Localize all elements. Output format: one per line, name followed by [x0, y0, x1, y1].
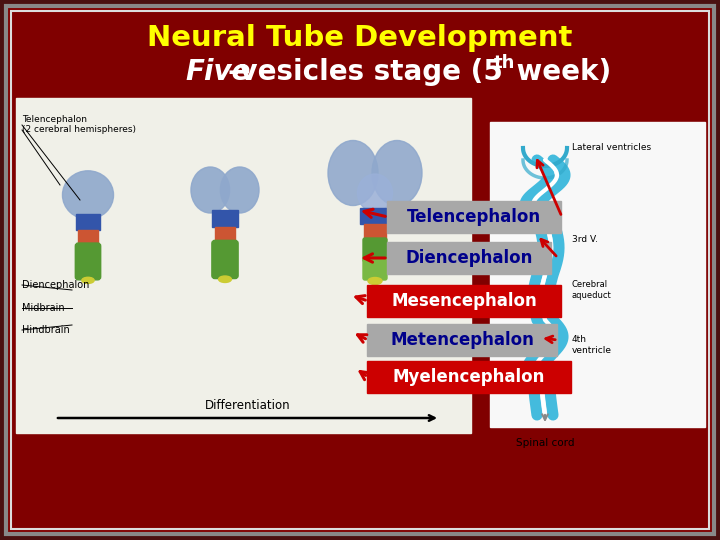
Text: th: th: [494, 54, 516, 72]
Text: Lateral ventricles: Lateral ventricles: [572, 144, 651, 152]
Text: Differentiation: Differentiation: [205, 399, 291, 412]
Bar: [78, 230, 98, 246]
FancyBboxPatch shape: [387, 201, 561, 233]
Ellipse shape: [219, 276, 231, 282]
FancyBboxPatch shape: [363, 238, 387, 262]
Bar: [360, 208, 390, 224]
Text: Diencephalon: Diencephalon: [405, 249, 533, 267]
Bar: [490, 122, 705, 427]
Bar: [16, 98, 471, 433]
FancyBboxPatch shape: [367, 285, 561, 317]
Text: Telencephalon
(2 cerebral hemispheres): Telencephalon (2 cerebral hemispheres): [22, 115, 136, 134]
Text: Telencephalon: Telencephalon: [407, 208, 541, 226]
FancyBboxPatch shape: [212, 240, 238, 279]
Ellipse shape: [82, 277, 94, 284]
Ellipse shape: [63, 171, 114, 219]
Text: Hindbrain: Hindbrain: [22, 325, 70, 335]
Ellipse shape: [372, 140, 422, 206]
Text: -vesicles stage (5: -vesicles stage (5: [228, 58, 503, 86]
FancyBboxPatch shape: [76, 243, 101, 280]
Ellipse shape: [368, 278, 382, 285]
Bar: [212, 210, 238, 227]
Text: Spinal cord: Spinal cord: [516, 438, 575, 448]
Text: week): week): [507, 58, 611, 86]
Text: Myelencephalon: Myelencephalon: [393, 368, 545, 386]
Bar: [364, 224, 386, 240]
Ellipse shape: [220, 167, 259, 213]
Text: 4th
ventricle: 4th ventricle: [572, 335, 612, 355]
Text: Metencephalon: Metencephalon: [390, 331, 534, 349]
FancyBboxPatch shape: [367, 324, 557, 356]
Text: Cerebral
aqueduct: Cerebral aqueduct: [572, 280, 612, 300]
Text: Midbrain: Midbrain: [22, 303, 65, 313]
Bar: [76, 214, 100, 230]
FancyBboxPatch shape: [363, 258, 387, 280]
Bar: [215, 227, 235, 244]
Ellipse shape: [328, 140, 378, 206]
Text: 3rd V.: 3rd V.: [572, 235, 598, 245]
FancyBboxPatch shape: [387, 242, 551, 274]
Ellipse shape: [358, 174, 392, 212]
Text: Mesencephalon: Mesencephalon: [391, 292, 537, 310]
Text: Five: Five: [185, 58, 251, 86]
Ellipse shape: [191, 167, 230, 213]
Text: Diencephalon: Diencephalon: [22, 280, 89, 290]
FancyBboxPatch shape: [367, 361, 571, 393]
Text: Neural Tube Development: Neural Tube Development: [148, 24, 572, 52]
